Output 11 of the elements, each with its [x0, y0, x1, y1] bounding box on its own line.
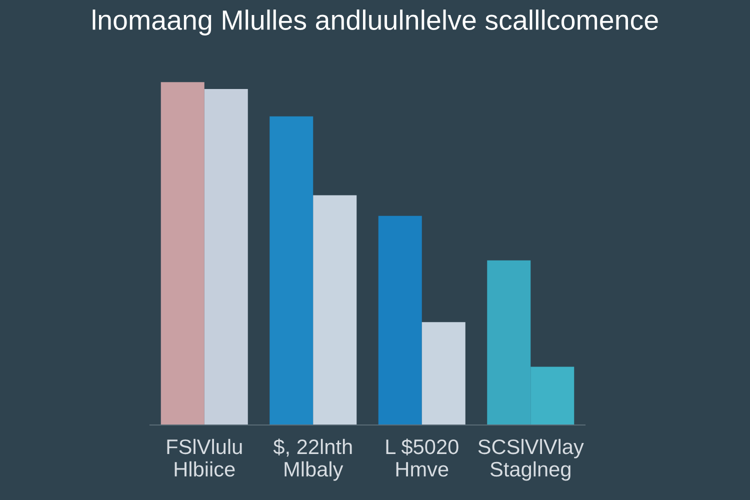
bar — [270, 116, 314, 425]
x-tick-label: $, 22lnth Mlbaly — [273, 438, 352, 481]
bar — [313, 195, 357, 425]
chart-title: lnomaang Mlulles andluulnlelve scalllcomence — [92, 10, 658, 36]
x-tick-label: L $5020 Hmve — [386, 438, 458, 477]
bar — [160, 82, 204, 425]
x-tick-label: FSlVlulu Hlbiice — [167, 438, 242, 477]
bar — [422, 322, 466, 425]
bar — [204, 89, 248, 425]
x-tick-label: SCSlVlVlay Staglneg — [478, 438, 584, 481]
bar — [378, 216, 422, 425]
